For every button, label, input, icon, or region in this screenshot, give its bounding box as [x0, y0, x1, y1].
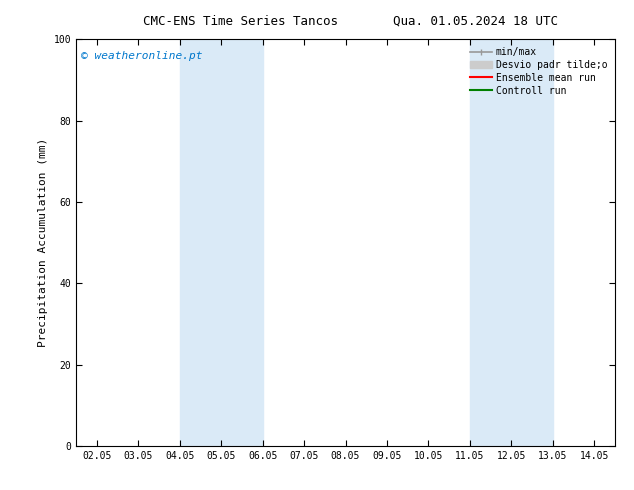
Bar	[470, 39, 553, 446]
Text: CMC-ENS Time Series Tancos: CMC-ENS Time Series Tancos	[143, 15, 339, 28]
Text: Qua. 01.05.2024 18 UTC: Qua. 01.05.2024 18 UTC	[393, 15, 558, 28]
Text: © weatheronline.pt: © weatheronline.pt	[81, 51, 203, 61]
Bar	[179, 39, 262, 446]
Y-axis label: Precipitation Accumulation (mm): Precipitation Accumulation (mm)	[38, 138, 48, 347]
Legend: min/max, Desvio padr tilde;o, Ensemble mean run, Controll run: min/max, Desvio padr tilde;o, Ensemble m…	[467, 44, 610, 98]
